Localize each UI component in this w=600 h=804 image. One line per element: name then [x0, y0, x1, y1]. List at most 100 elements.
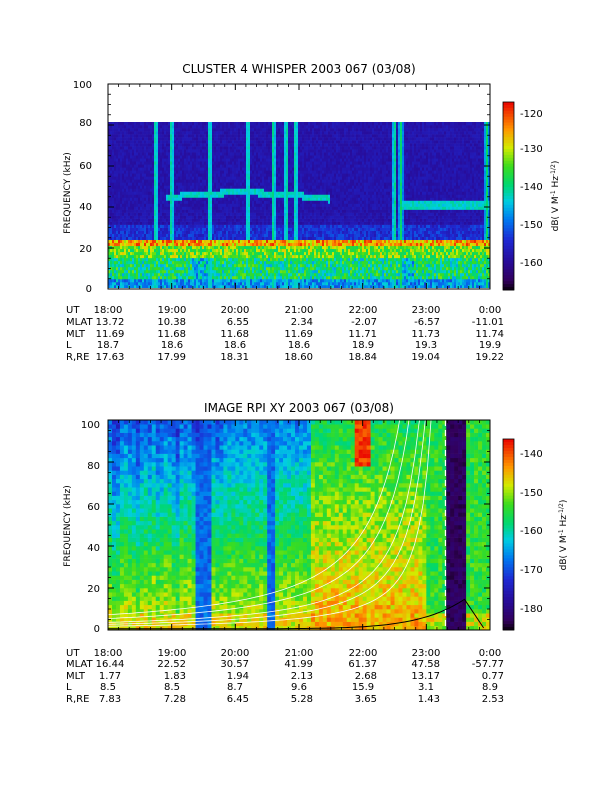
heatmap-cell [284, 248, 287, 253]
heatmap-cell [186, 194, 189, 198]
heatmap-cell [234, 263, 237, 268]
heatmap-cell [246, 158, 249, 162]
heatmap-cell [286, 188, 289, 192]
heatmap-cell [224, 263, 227, 268]
heatmap-cell [278, 212, 281, 216]
heatmap-cell [272, 242, 275, 247]
heatmap-cell [218, 278, 221, 283]
heatmap-cell [276, 200, 279, 204]
heatmap-cell [114, 260, 117, 265]
heatmap-cell [198, 122, 201, 126]
heatmap-cell [142, 230, 145, 234]
heatmap-cell [198, 266, 201, 271]
heatmap-cell [228, 164, 231, 168]
heatmap-cell [126, 215, 129, 219]
heatmap-cell [224, 146, 227, 150]
heatmap-cell [270, 140, 273, 144]
heatmap-cell [192, 233, 195, 237]
heatmap-cell [192, 176, 195, 180]
heatmap-cell [252, 164, 255, 168]
heatmap-cell [118, 191, 121, 195]
heatmap-cell [196, 152, 199, 156]
heatmap-cell [260, 209, 263, 213]
heatmap-cell [132, 281, 135, 286]
heatmap-cell [174, 146, 177, 150]
heatmap-cell [256, 272, 259, 277]
heatmap-cell [260, 239, 263, 244]
heatmap-cell [272, 251, 275, 256]
heatmap-cell [176, 158, 179, 162]
heatmap-cell [216, 263, 219, 268]
heatmap-cell [162, 230, 165, 234]
heatmap-cell [140, 224, 143, 228]
heatmap-cell [226, 248, 229, 253]
heatmap-cell [210, 209, 213, 213]
heatmap-cell [286, 224, 289, 228]
heatmap-cell [204, 227, 207, 231]
heatmap-cell [160, 203, 163, 207]
heatmap-cell [118, 128, 121, 132]
heatmap-cell [140, 179, 143, 183]
heatmap-cell [244, 245, 247, 250]
heatmap-cell [264, 197, 267, 201]
heatmap-cell [120, 245, 123, 250]
heatmap-cell [164, 137, 167, 141]
heatmap-cell [268, 125, 271, 129]
heatmap-cell [114, 128, 117, 132]
heatmap-cell [188, 206, 191, 210]
heatmap-cell [156, 197, 159, 201]
heatmap-cell [122, 161, 125, 165]
heatmap-cell [112, 209, 115, 213]
heatmap-cell [124, 257, 127, 262]
heatmap-cell [270, 251, 273, 256]
heatmap-cell [154, 170, 157, 174]
heatmap-cell [248, 230, 251, 234]
heatmap-cell [130, 245, 133, 250]
heatmap-cell [200, 218, 203, 222]
heatmap-cell [150, 215, 153, 219]
heatmap-cell [238, 254, 241, 259]
heatmap-cell [252, 155, 255, 159]
heatmap-cell [192, 158, 195, 162]
heatmap-cell [214, 158, 217, 162]
heatmap-cell [154, 149, 157, 153]
heatmap-cell [212, 125, 215, 129]
heatmap-cell [276, 251, 279, 256]
heatmap-cell [270, 191, 273, 195]
heatmap-cell [180, 281, 183, 286]
heatmap-cell [146, 239, 149, 244]
heatmap-cell [268, 185, 271, 189]
heatmap-cell [136, 134, 139, 138]
heatmap-cell [184, 203, 187, 207]
heatmap-cell [204, 275, 207, 280]
heatmap-cell [110, 284, 113, 288]
heatmap-cell [150, 191, 153, 195]
heatmap-cell [124, 137, 127, 141]
heatmap-cell [272, 161, 275, 165]
heatmap-cell [282, 128, 285, 132]
heatmap-cell [278, 194, 281, 198]
heatmap-cell [202, 209, 205, 213]
heatmap-cell [126, 170, 129, 174]
heatmap-cell [240, 227, 243, 231]
heatmap-cell [166, 173, 169, 177]
heatmap-cell [112, 152, 115, 156]
heatmap-cell [262, 230, 265, 234]
heatmap-cell [114, 161, 117, 165]
heatmap-cell [154, 236, 157, 241]
heatmap-cell [210, 281, 213, 286]
heatmap-cell [274, 128, 277, 132]
heatmap-cell [140, 242, 143, 247]
heatmap-cell [128, 167, 131, 171]
heatmap-cell [118, 245, 121, 250]
heatmap-cell [166, 197, 169, 201]
heatmap-cell [156, 134, 159, 138]
heatmap-cell [224, 197, 227, 201]
heatmap-cell [116, 143, 119, 147]
heatmap-cell [168, 152, 171, 156]
heatmap-cell [148, 233, 151, 237]
heatmap-cell [266, 233, 269, 237]
heatmap-cell [268, 260, 271, 265]
heatmap-cell [262, 200, 265, 204]
heatmap-cell [168, 128, 171, 132]
